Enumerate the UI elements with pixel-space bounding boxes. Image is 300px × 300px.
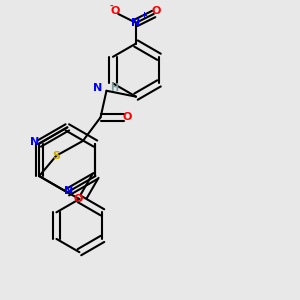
Text: O: O bbox=[152, 6, 161, 16]
Text: N: N bbox=[93, 83, 102, 93]
Text: O: O bbox=[122, 112, 132, 122]
Text: S: S bbox=[52, 151, 60, 161]
Text: O: O bbox=[111, 6, 120, 16]
Text: +: + bbox=[140, 11, 147, 20]
Text: O: O bbox=[73, 194, 82, 205]
Text: N: N bbox=[131, 18, 141, 28]
Text: N: N bbox=[64, 186, 74, 196]
Text: -: - bbox=[109, 2, 113, 11]
Text: H: H bbox=[110, 83, 118, 93]
Text: N: N bbox=[30, 137, 39, 147]
